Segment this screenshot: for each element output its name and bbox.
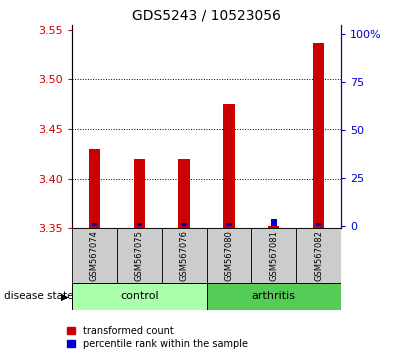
Text: ▶: ▶ xyxy=(61,291,68,302)
Bar xyxy=(89,149,100,228)
Bar xyxy=(226,223,232,227)
Bar xyxy=(252,228,296,283)
Bar xyxy=(117,228,162,283)
Text: GSM567076: GSM567076 xyxy=(180,230,189,281)
Bar xyxy=(206,283,341,310)
Text: GSM567080: GSM567080 xyxy=(224,230,233,281)
Text: GSM567075: GSM567075 xyxy=(135,230,144,281)
Bar xyxy=(72,283,206,310)
Bar xyxy=(178,159,190,228)
Bar xyxy=(136,223,142,227)
Bar xyxy=(296,228,341,283)
Bar xyxy=(181,223,187,227)
Text: GSM567081: GSM567081 xyxy=(269,230,278,281)
Legend: transformed count, percentile rank within the sample: transformed count, percentile rank withi… xyxy=(67,326,248,349)
Bar xyxy=(134,159,145,228)
Bar xyxy=(268,226,279,228)
Bar xyxy=(162,228,206,283)
Bar xyxy=(223,104,235,228)
Text: disease state: disease state xyxy=(4,291,74,302)
Bar xyxy=(72,228,117,283)
Text: arthritis: arthritis xyxy=(252,291,296,302)
Bar xyxy=(271,219,277,227)
Bar xyxy=(316,223,321,227)
Text: GSM567082: GSM567082 xyxy=(314,230,323,281)
Bar xyxy=(206,228,252,283)
Text: control: control xyxy=(120,291,159,302)
Bar xyxy=(92,223,97,227)
Title: GDS5243 / 10523056: GDS5243 / 10523056 xyxy=(132,8,281,22)
Bar xyxy=(313,42,324,228)
Text: GSM567074: GSM567074 xyxy=(90,230,99,281)
